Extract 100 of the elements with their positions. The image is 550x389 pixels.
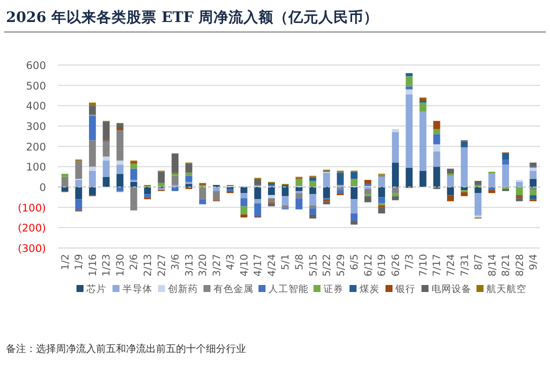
bar (392, 187, 399, 194)
bar (296, 193, 302, 198)
y-tick-label: 500 (26, 80, 46, 92)
bar (102, 160, 110, 177)
bar (185, 172, 192, 176)
bar (502, 164, 510, 187)
bar (516, 187, 523, 196)
bar (158, 172, 165, 183)
x-tick-label: 5/29 (336, 254, 347, 276)
bar (116, 187, 124, 192)
bar (460, 192, 468, 196)
bar (474, 193, 482, 216)
legend-label: 创新药 (168, 283, 198, 295)
x-tick-label: 8/28 (514, 254, 526, 276)
bar (350, 172, 358, 179)
bar (268, 187, 275, 196)
x-tick-label: 7/24 (446, 254, 457, 276)
bar (392, 196, 399, 200)
x-tick-label: 5/1 (280, 254, 292, 270)
bar (488, 190, 496, 194)
bar (447, 187, 454, 196)
bar (323, 172, 330, 187)
bar (336, 190, 344, 194)
bar (88, 140, 96, 167)
bar (392, 193, 399, 196)
bar (130, 187, 138, 210)
x-tick-label: 4/10 (239, 254, 250, 276)
bar (212, 187, 220, 192)
legend-label: 证券 (324, 283, 344, 295)
bar (392, 132, 399, 163)
bar (420, 112, 426, 171)
bar (88, 102, 96, 106)
bar (350, 199, 358, 214)
y-tick-label: (100) (18, 202, 46, 214)
bar (350, 187, 358, 200)
x-tick-label: 4/17 (253, 254, 264, 276)
bar (433, 120, 440, 130)
x-tick-label: 6/26 (390, 254, 402, 276)
bar (116, 174, 124, 187)
bar (212, 191, 220, 200)
bar (296, 178, 302, 186)
bar (254, 203, 262, 216)
bar (88, 170, 96, 187)
bar (516, 198, 523, 202)
bar (144, 194, 151, 198)
bar (61, 187, 68, 192)
x-tick-label: 3/20 (198, 254, 210, 276)
bar (460, 147, 468, 187)
x-tick-label: 8/14 (487, 254, 498, 276)
bar (199, 199, 206, 204)
x-tick-label: 2/27 (156, 254, 168, 276)
y-tick-label: 100 (26, 162, 46, 174)
bar (268, 198, 275, 202)
bar (88, 116, 96, 140)
bar (420, 170, 426, 187)
bar (488, 174, 496, 187)
legend-label: 人工智能 (268, 283, 308, 295)
x-tick-label: 7/31 (460, 254, 471, 276)
y-tick-label: (200) (18, 222, 46, 235)
bar (364, 189, 372, 194)
bar (88, 166, 96, 171)
bar (282, 187, 289, 196)
bar (172, 187, 178, 192)
bar (296, 187, 302, 192)
x-tick-label: 1/30 (115, 254, 126, 276)
bar (61, 176, 68, 187)
bar (88, 106, 96, 115)
bar (406, 86, 413, 90)
bar (350, 213, 358, 221)
bar (102, 156, 110, 161)
legend-label: 银行 (394, 284, 416, 295)
bar (75, 160, 82, 179)
bar (406, 89, 413, 94)
bar (254, 187, 262, 200)
bar (336, 187, 344, 190)
bar (144, 187, 151, 194)
x-tick-label: 9/4 (528, 254, 540, 270)
x-tick-label: 8/21 (501, 254, 512, 276)
bar (282, 196, 289, 206)
bar (530, 178, 537, 187)
bar (240, 214, 248, 218)
bar (378, 197, 386, 204)
x-tick-label: 7/17 (432, 254, 444, 276)
bar (309, 205, 316, 208)
legend-label: 有色金属 (214, 283, 254, 295)
bar (502, 153, 510, 160)
bar (474, 187, 482, 194)
bar (309, 178, 316, 181)
bar (130, 168, 138, 180)
bar (116, 160, 124, 165)
x-tick-label: 5/22 (322, 254, 334, 276)
bar (406, 94, 413, 168)
bar (254, 178, 262, 185)
y-tick-label: 600 (26, 60, 46, 72)
bar (433, 129, 440, 134)
bar (433, 144, 440, 152)
bar (309, 208, 316, 214)
bar (268, 195, 275, 198)
x-tick-label: 3/13 (184, 254, 196, 276)
bar (323, 187, 330, 198)
